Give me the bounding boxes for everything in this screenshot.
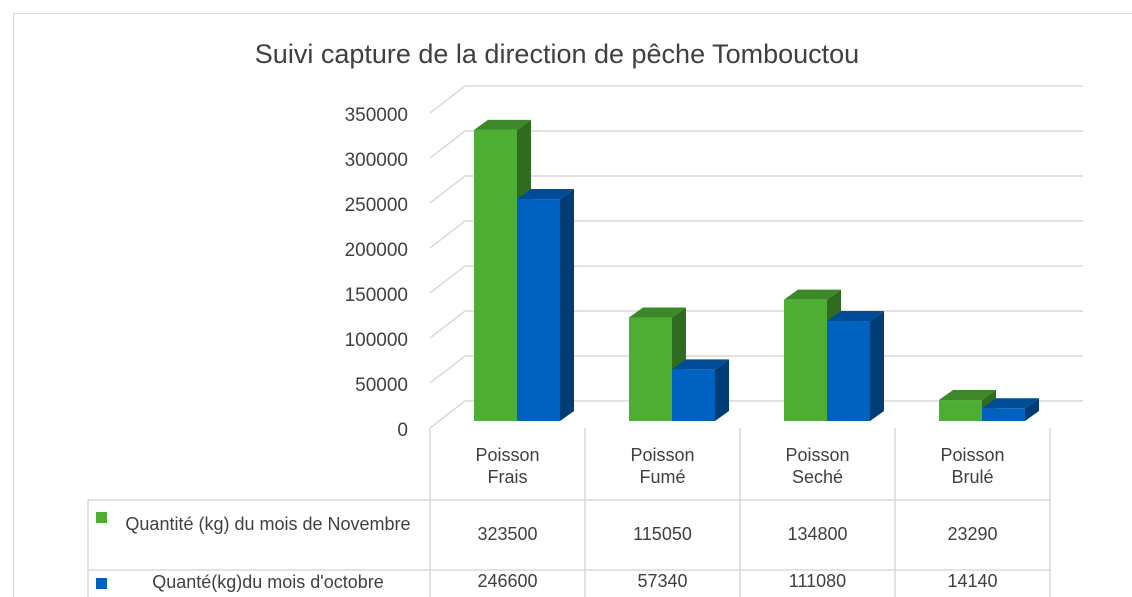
- bar-top: [784, 289, 841, 300]
- bar: [629, 317, 672, 421]
- table-cell: 246600: [477, 571, 537, 591]
- y-tick-label: 0: [397, 420, 408, 441]
- legend-label: Quanté(kg)du mois d'octobre: [152, 572, 384, 592]
- bar-side: [870, 311, 884, 421]
- bar-top: [939, 390, 996, 401]
- chart-title: Suivi capture de la direction de pêche T…: [255, 39, 859, 69]
- grid-line: [429, 220, 1083, 249]
- bar-side: [1025, 398, 1039, 421]
- table-cell: 134800: [787, 524, 847, 544]
- bar-top: [517, 189, 574, 200]
- bar-top: [982, 398, 1039, 409]
- x-tick-label-box: Poisson Seché: [785, 445, 850, 487]
- bar-side: [560, 189, 574, 421]
- chart-border: [13, 13, 1132, 597]
- grid-line: [429, 310, 1083, 339]
- x-tick-label-box: Poisson Frais: [475, 445, 540, 487]
- y-tick-label: 350000: [345, 105, 408, 126]
- bar: [939, 400, 982, 421]
- bar-top: [672, 359, 729, 370]
- legend-label-box: Quantité (kg) du mois de Novembre: [125, 514, 411, 534]
- table-cell: 115050: [633, 524, 692, 544]
- legend-key: [96, 578, 107, 589]
- bar: [672, 369, 715, 421]
- bar: [827, 321, 870, 421]
- grid-line: [429, 85, 1083, 114]
- legend-key: [96, 512, 107, 523]
- bar: [784, 299, 827, 421]
- y-tick-label: 250000: [345, 195, 408, 216]
- bar-top: [629, 307, 686, 318]
- grid-line: [429, 175, 1083, 204]
- table-cell: 111080: [789, 571, 846, 591]
- bar: [982, 408, 1025, 421]
- table-cell: 14140: [947, 571, 997, 591]
- x-tick-label-box: Poisson Brulé: [940, 445, 1005, 487]
- bar: [517, 199, 560, 421]
- y-tick-label: 150000: [345, 285, 408, 306]
- x-tick-label: Poisson Frais: [475, 445, 540, 487]
- bar-top: [474, 119, 531, 130]
- x-tick-label: Poisson Seché: [785, 445, 850, 487]
- x-tick-label-box: Poisson Fumé: [630, 445, 695, 487]
- table-cell: 23290: [947, 524, 997, 544]
- y-tick-label: 200000: [345, 240, 408, 261]
- x-tick-label: Poisson Fumé: [630, 445, 695, 487]
- x-tick-label: Poisson Brulé: [940, 445, 1005, 487]
- bar: [474, 129, 517, 421]
- legend-label: Quantité (kg) du mois de Novembre: [125, 514, 411, 534]
- legend-label-box: Quanté(kg)du mois d'octobre: [152, 572, 384, 592]
- grid-line: [429, 265, 1083, 294]
- y-tick-label: 50000: [355, 375, 408, 396]
- table-cell: 323500: [477, 524, 537, 544]
- bar-top: [827, 311, 884, 322]
- y-tick-label: 300000: [345, 150, 408, 171]
- bar-side: [715, 359, 729, 421]
- y-tick-label: 100000: [345, 330, 408, 351]
- grid-line: [429, 130, 1083, 159]
- table-cell: 57340: [637, 571, 687, 591]
